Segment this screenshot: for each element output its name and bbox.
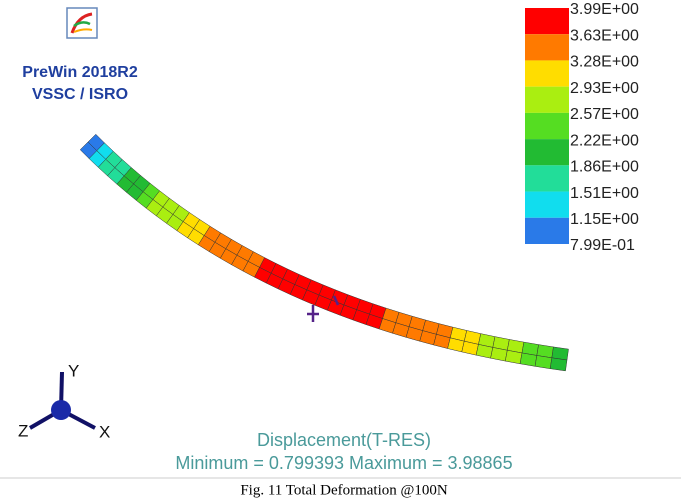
legend-label: 2.93E+00 [570, 80, 639, 97]
legend-band [525, 165, 569, 191]
deformed-beam [80, 134, 568, 371]
legend-band [525, 34, 569, 60]
screenshot: PreWin 2018R2 VSSC / ISRO 3.99E+00 3.63E+… [0, 0, 681, 503]
triad-origin [51, 400, 71, 420]
logo-icon [67, 8, 97, 38]
legend-label: 1.86E+00 [570, 159, 639, 176]
legend-band [525, 60, 569, 86]
triad-x: X [99, 422, 110, 441]
legend-label: 2.22E+00 [570, 132, 639, 149]
mesh-cell [550, 358, 567, 371]
legend-band [525, 192, 569, 218]
legend-band [525, 87, 569, 113]
legend-label: 3.63E+00 [570, 27, 639, 44]
legend-label: 2.57E+00 [570, 106, 639, 123]
legend-label: 3.28E+00 [570, 54, 639, 71]
result-title: Displacement(T-RES) [257, 430, 431, 450]
mesh-cell [505, 350, 522, 364]
legend-band [525, 139, 569, 165]
caption: Fig. 11 Total Deformation @100N [240, 482, 447, 498]
legend-band [525, 113, 569, 139]
result-range: Minimum = 0.799393 Maximum = 3.98865 [175, 453, 512, 473]
mesh-cell [535, 355, 552, 368]
triad-y: Y [68, 361, 79, 380]
triad-z: Z [18, 421, 28, 440]
legend-label: 1.51E+00 [570, 185, 639, 202]
logo-org: VSSC / ISRO [32, 86, 128, 103]
legend-label: 7.99E-01 [570, 237, 635, 254]
legend-label: 1.15E+00 [570, 211, 639, 228]
mesh-cell [520, 353, 537, 366]
legend-label: 3.99E+00 [570, 1, 639, 18]
legend-band [525, 8, 569, 34]
logo-product: PreWin 2018R2 [22, 64, 138, 81]
color-legend: 3.99E+00 3.63E+00 3.28E+00 2.93E+00 2.57E+00… [525, 1, 639, 254]
legend-band [525, 218, 569, 244]
